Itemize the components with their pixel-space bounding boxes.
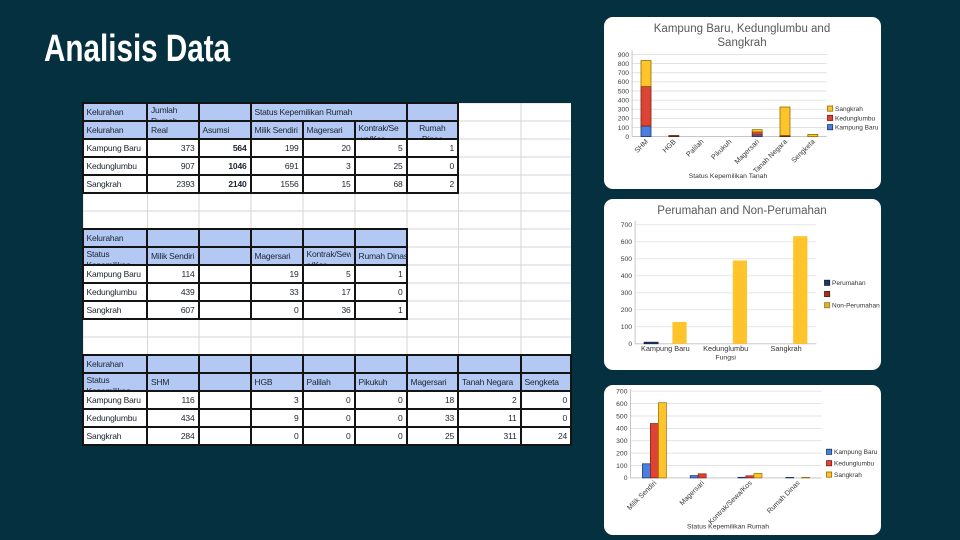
svg-text:900: 900 — [617, 52, 629, 59]
svg-text:400: 400 — [617, 97, 629, 104]
svg-text:Sangkrah: Sangkrah — [717, 37, 766, 49]
svg-text:Sangkrah: Sangkrah — [834, 472, 862, 479]
svg-text:100: 100 — [616, 463, 628, 470]
svg-text:Sengketa: Sengketa — [789, 138, 816, 165]
svg-text:Kontrak/Sewa/Kos: Kontrak/Sewa/Kos — [706, 479, 753, 526]
svg-text:Kedunglumbu: Kedunglumbu — [834, 461, 874, 468]
svg-text:0: 0 — [628, 341, 632, 348]
svg-text:200: 200 — [617, 116, 629, 123]
svg-text:200: 200 — [616, 450, 628, 457]
svg-text:0: 0 — [625, 134, 629, 141]
svg-text:HGB: HGB — [661, 138, 678, 155]
svg-text:Magersari: Magersari — [678, 479, 706, 507]
svg-text:Pikukuh: Pikukuh — [709, 138, 733, 162]
svg-text:700: 700 — [616, 389, 628, 396]
svg-text:300: 300 — [616, 438, 628, 445]
svg-text:500: 500 — [620, 256, 632, 263]
svg-text:500: 500 — [617, 88, 629, 95]
svg-text:600: 600 — [616, 401, 628, 408]
svg-text:200: 200 — [620, 307, 632, 314]
svg-text:Non-Perumahan: Non-Perumahan — [832, 302, 880, 309]
svg-text:100: 100 — [620, 324, 632, 331]
svg-text:Magersari: Magersari — [733, 138, 761, 166]
svg-text:700: 700 — [620, 222, 632, 229]
svg-text:800: 800 — [617, 61, 629, 68]
svg-text:Rumah Dinas: Rumah Dinas — [765, 479, 801, 515]
svg-text:300: 300 — [617, 107, 629, 114]
svg-text:100: 100 — [617, 125, 629, 132]
svg-text:Status Kepemilikan Rumah: Status Kepemilikan Rumah — [687, 523, 769, 530]
svg-text:Kedunglumbu: Kedunglumbu — [703, 343, 748, 352]
svg-text:Perumahan: Perumahan — [832, 280, 866, 287]
svg-text:600: 600 — [620, 239, 632, 246]
svg-text:500: 500 — [616, 413, 628, 420]
svg-text:Sangkrah: Sangkrah — [770, 343, 801, 352]
svg-text:300: 300 — [620, 290, 632, 297]
svg-text:Status Kepemilikan Tanah: Status Kepemilikan Tanah — [688, 173, 767, 180]
svg-text:400: 400 — [620, 273, 632, 280]
svg-text:Perumahan and Non-Perumahan: Perumahan and Non-Perumahan — [657, 205, 826, 217]
svg-text:SHM: SHM — [633, 138, 650, 155]
svg-text:Fungsi: Fungsi — [715, 354, 736, 361]
svg-text:Milik Sendiri: Milik Sendiri — [625, 479, 658, 512]
svg-text:Sangkrah: Sangkrah — [835, 106, 863, 113]
svg-text:Palilah: Palilah — [684, 138, 705, 159]
svg-text:0: 0 — [623, 475, 627, 482]
svg-text:Kampung Baru: Kampung Baru — [640, 343, 689, 352]
svg-text:Kampung Baru: Kampung Baru — [834, 449, 878, 456]
svg-text:400: 400 — [616, 426, 628, 433]
svg-text:Kampung Baru: Kampung Baru — [835, 125, 879, 132]
svg-text:Kampung Baru, Kedunglumbu and: Kampung Baru, Kedunglumbu and — [653, 23, 829, 35]
svg-text:Kedunglumbu: Kedunglumbu — [835, 115, 875, 122]
svg-text:600: 600 — [617, 79, 629, 86]
svg-text:700: 700 — [617, 70, 629, 77]
